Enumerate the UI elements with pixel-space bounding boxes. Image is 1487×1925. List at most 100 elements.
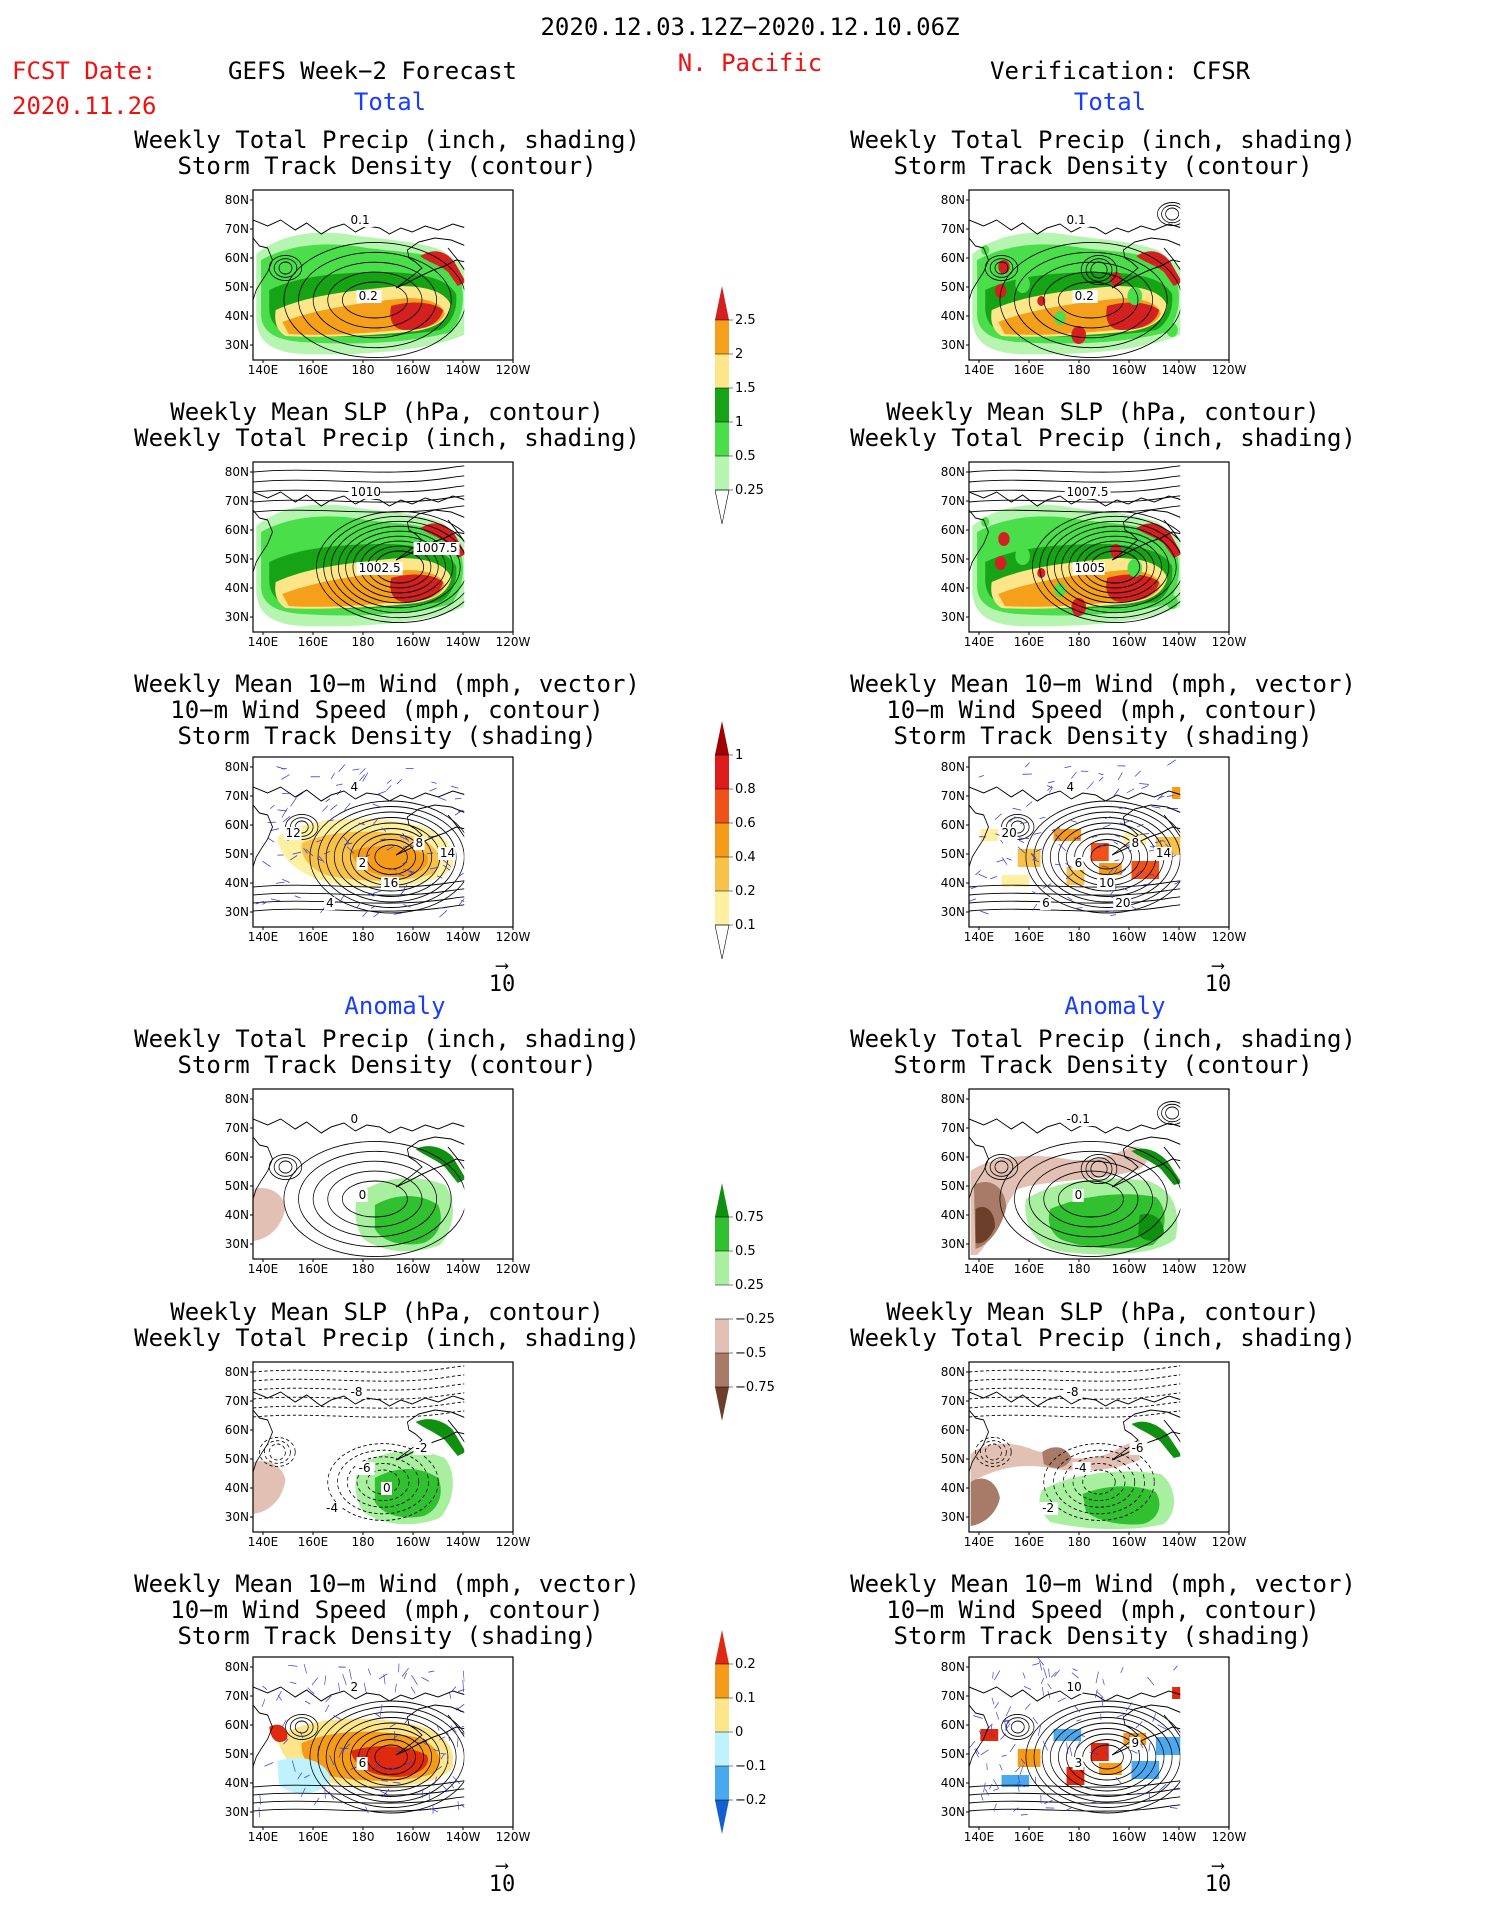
shading-cell <box>1205 541 1213 551</box>
contour-line <box>969 475 1181 483</box>
colorbar-segment <box>715 1251 729 1285</box>
vector-ref-arrow: ⟶ <box>1212 955 1224 976</box>
contour-label-bg <box>1072 857 1084 870</box>
wind-vector <box>381 827 386 832</box>
wind-vector <box>277 1694 282 1701</box>
shading-cell <box>1071 326 1086 344</box>
wind-vector <box>1095 1689 1098 1698</box>
wind-vector <box>486 1771 490 1778</box>
colorbar-precip-anom: 0.75 0.5 0.25 −0.25 −0.5 −0.75 <box>715 1165 775 1447</box>
lat-tick-label: 50N <box>941 280 965 294</box>
colorbar-label: 0 <box>735 1725 743 1740</box>
coastline <box>477 837 513 927</box>
date-range-title: 2020.12.03.12Z−2020.12.10.06Z <box>540 13 960 41</box>
wind-vector <box>282 878 290 884</box>
lon-tick-label: 140E <box>964 1830 995 1844</box>
wind-vector <box>1141 785 1149 789</box>
contour-label: 8 <box>1132 836 1140 850</box>
contour-line <box>1028 1160 1153 1238</box>
coastline <box>447 519 465 543</box>
colorbar-label: 1 <box>735 415 743 430</box>
wind-vector <box>428 1670 435 1673</box>
wind-vector <box>1098 776 1104 782</box>
lat-tick-label: 80N <box>225 1365 249 1379</box>
contour-label: -2 <box>1042 1501 1054 1515</box>
coastline <box>969 1391 1181 1407</box>
contour-line <box>253 1374 465 1382</box>
wind-vector <box>350 1766 357 1770</box>
wind-vector <box>1193 1770 1197 1779</box>
contour-line <box>1082 1469 1116 1495</box>
lat-tick-label: 70N <box>225 494 249 508</box>
wind-vector <box>421 1676 429 1682</box>
wind-vector <box>352 768 360 771</box>
map-field <box>253 219 465 359</box>
contour-line <box>352 535 446 599</box>
contour-label: -0.1 <box>1067 1112 1090 1126</box>
lat-tick-label: 70N <box>225 1121 249 1135</box>
contour-label-bg <box>1064 781 1076 794</box>
lon-tick-label: 120W <box>496 1830 531 1844</box>
colorbar-label: −0.1 <box>735 1759 767 1774</box>
wind-vector <box>994 813 1002 820</box>
colorbar-label: 0.6 <box>735 816 756 831</box>
wind-vector <box>288 1664 298 1667</box>
lat-tick-label: 80N <box>941 1365 965 1379</box>
lon-tick-label: 140W <box>446 1535 481 1549</box>
wind-vector <box>1166 795 1174 797</box>
wind-vector <box>365 1806 369 1814</box>
map-frame <box>968 756 1230 928</box>
lon-tick-label: 120W <box>1212 363 1247 377</box>
wind-vector <box>291 1760 296 1772</box>
shading-region <box>1106 302 1160 330</box>
map-verification-precip-anom: 80N 70N 60N 50N 40N 30N 140E 160E 180 160W 140W 120… <box>921 1088 1299 1289</box>
lon-tick-label: 160E <box>1014 930 1045 944</box>
contour-line <box>1080 1153 1118 1185</box>
wind-vector <box>1071 1672 1079 1679</box>
contour-label-bg <box>413 837 425 850</box>
lon-tick-label: 180 <box>352 930 375 944</box>
panel-title-f-slp-total: Weekly Mean SLP (hPa, contour) Weekly Tot… <box>134 398 640 452</box>
lon-tick-label: 120W <box>1212 1262 1247 1276</box>
wind-vector <box>442 859 451 867</box>
wind-vector <box>1047 1683 1052 1690</box>
contour-label: 0 <box>1075 1188 1083 1202</box>
contour-line <box>1085 258 1113 282</box>
lat-tick-label: 70N <box>225 789 249 803</box>
contour-line <box>253 904 465 912</box>
wind-vector <box>1039 816 1046 819</box>
wind-vector <box>1018 839 1025 843</box>
map-plot-area <box>968 756 1230 928</box>
wind-vector <box>1037 1724 1042 1737</box>
wind-vector <box>372 803 381 808</box>
wind-vector <box>1057 1697 1066 1703</box>
wind-vector <box>1148 1742 1151 1752</box>
map-field <box>969 202 1181 359</box>
wind-vector <box>1091 1801 1097 1803</box>
contour-line <box>1161 1103 1181 1123</box>
wind-vector <box>378 1673 388 1680</box>
wind-vector <box>481 838 486 839</box>
wind-vector <box>1076 1740 1081 1749</box>
colorbar-segment <box>715 388 729 422</box>
lat-tick-label: 60N <box>941 1423 965 1437</box>
coastline <box>1193 1169 1229 1259</box>
wind-vector <box>439 1736 446 1740</box>
wind-vector <box>1193 846 1200 849</box>
section-total-forecast: Total <box>353 88 427 116</box>
wind-vector <box>994 1702 999 1709</box>
contour-line <box>337 1449 429 1515</box>
contour-label-bg <box>356 1757 368 1770</box>
wind-vector <box>346 846 355 854</box>
contour-line <box>312 261 437 339</box>
contour-line <box>969 888 1181 896</box>
lon-tick-label: 140E <box>964 930 995 944</box>
wind-vector <box>429 787 437 792</box>
wind-vector <box>1031 852 1037 859</box>
wind-vector <box>1174 1787 1180 1790</box>
contour-label: 6 <box>1042 896 1050 910</box>
wind-vector <box>1000 1733 1007 1740</box>
colorbar-segment <box>715 1664 729 1698</box>
wind-vector <box>374 1760 380 1772</box>
